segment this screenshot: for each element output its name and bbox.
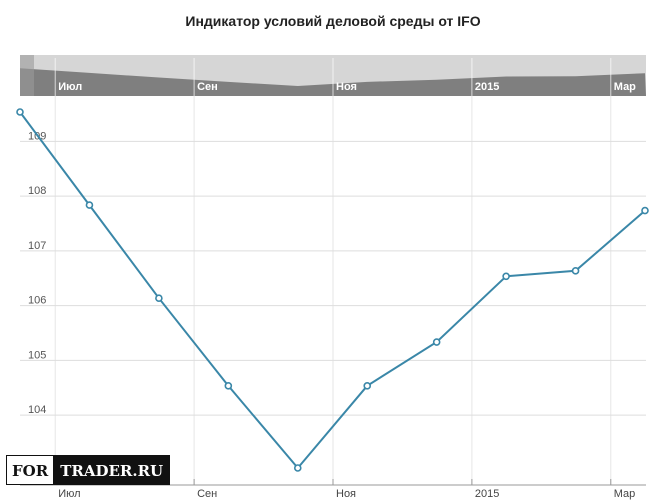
data-point-0 [16,108,24,116]
series-line [19,111,646,470]
navigator-label: Июл [58,81,82,93]
y-tick-label: 104 [28,404,46,416]
data-point-4 [293,464,302,472]
y-tick-label: 105 [28,349,46,361]
data-point-2 [155,294,163,303]
data-point-9 [641,206,649,215]
watermark-logo: FOR TRADER.RU [6,455,171,485]
y-tick-label: 108 [28,185,46,197]
data-point-8 [571,267,580,275]
x-tick-label: 2015 [475,488,499,500]
y-tick-label: 107 [28,240,46,252]
navigator-area [20,68,646,96]
navigator-label: Сен [197,81,218,93]
data-point-3 [224,382,233,390]
data-point-7 [502,272,510,281]
navigator-label: 2015 [475,81,499,93]
data-point-6 [432,338,441,346]
navigator-label: Мар [614,81,636,93]
watermark-right: TRADER.RU [53,455,171,485]
x-axis: Июл Сен Ноя 2015 Мар [20,479,646,500]
grid-lines [20,96,646,485]
x-tick-label: Ноя [336,488,356,500]
navigator-left-handle [20,55,34,96]
x-tick-label: Мар [614,488,636,500]
series-1 [16,108,649,472]
navigator-label: Ноя [336,81,357,93]
x-tick-label: Июл [58,488,80,500]
chart-title: Индикатор условий деловой среды от IFO [185,13,481,29]
watermark-left: FOR [6,455,54,485]
y-tick-label: 106 [28,295,46,307]
data-point-1 [85,201,94,209]
range-navigator[interactable]: Июл Сен Ноя 2015 Мар [20,55,646,96]
x-tick-label: Сен [197,488,217,500]
data-point-5 [363,382,372,390]
